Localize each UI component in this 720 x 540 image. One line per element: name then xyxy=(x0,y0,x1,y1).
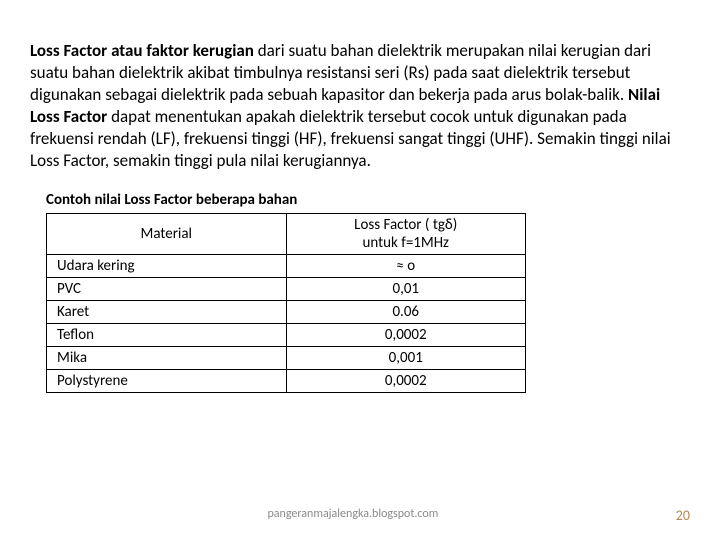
cell-value: 0,0002 xyxy=(286,369,526,392)
table-row: Karet 0.06 xyxy=(47,300,526,323)
table-row: Udara kering ≈ o xyxy=(47,254,526,277)
cell-material: Teflon xyxy=(47,323,287,346)
page-number: 20 xyxy=(676,507,690,524)
table-header-row: Material Loss Factor ( tgδ) untuk f=1MHz xyxy=(47,213,526,254)
footer-source: pangeranmajalengka.blogspot.com xyxy=(30,507,676,524)
header-lf-line2: untuk f=1MHz xyxy=(363,234,449,252)
cell-value: 0,0002 xyxy=(286,323,526,346)
table-row: Teflon 0,0002 xyxy=(47,323,526,346)
cell-material: PVC xyxy=(47,277,287,300)
cell-material: Polystyrene xyxy=(47,369,287,392)
loss-factor-table: Material Loss Factor ( tgδ) untuk f=1MHz… xyxy=(46,213,526,393)
header-material: Material xyxy=(47,213,287,254)
cell-value: 0,001 xyxy=(286,346,526,369)
table-row: Mika 0,001 xyxy=(47,346,526,369)
cell-value: 0.06 xyxy=(286,300,526,323)
footer: pangeranmajalengka.blogspot.com 20 xyxy=(0,507,720,524)
header-lossfactor: Loss Factor ( tgδ) untuk f=1MHz xyxy=(286,213,526,254)
mid-rest: dapat menentukan apakah dielektrik terse… xyxy=(30,106,671,171)
table-row: PVC 0,01 xyxy=(47,277,526,300)
lead-bold: Loss Factor atau faktor kerugian xyxy=(30,40,254,61)
cell-value: ≈ o xyxy=(286,254,526,277)
table-row: Polystyrene 0,0002 xyxy=(47,369,526,392)
cell-value: 0,01 xyxy=(286,277,526,300)
header-lf-line1: Loss Factor ( tgδ) xyxy=(354,216,457,234)
body-paragraph: Loss Factor atau faktor kerugian dari su… xyxy=(30,40,690,173)
cell-material: Udara kering xyxy=(47,254,287,277)
cell-material: Karet xyxy=(47,300,287,323)
cell-material: Mika xyxy=(47,346,287,369)
table-title: Contoh nilai Loss Factor beberapa bahan xyxy=(46,191,690,209)
